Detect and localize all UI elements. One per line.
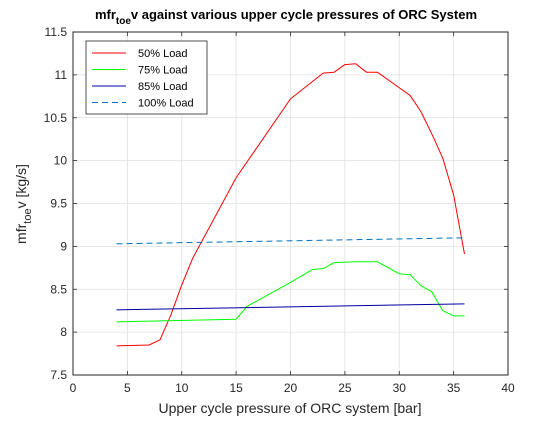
legend: 50% Load 75% Load 85% Load 100% Load bbox=[85, 40, 208, 115]
x-tick-label-2: 10 bbox=[175, 381, 189, 395]
y-axis-label-main: mfr bbox=[13, 223, 29, 244]
axis-ticks: 0 5 10 15 20 25 30 35 40 7.5 8 8.5 9 9.5 10 10.5 11 11.5 bbox=[44, 25, 515, 395]
legend-label-3: 100% Load bbox=[138, 98, 194, 110]
y-axis-label: mfrtoev [kg/s] bbox=[13, 164, 34, 244]
y-tick-label-6: 10.5 bbox=[44, 111, 68, 125]
y-tick-label-5: 10 bbox=[54, 154, 68, 168]
y-axis-label-rest: v [kg/s] bbox=[13, 164, 29, 208]
series-line-2 bbox=[116, 303, 465, 311]
y-tick-label-1: 8 bbox=[60, 325, 67, 339]
x-tick-label-0: 0 bbox=[70, 381, 77, 395]
y-tick-label-0: 7.5 bbox=[50, 368, 67, 382]
legend-label-0: 50% Load bbox=[138, 48, 188, 60]
series-line-0 bbox=[116, 63, 465, 347]
series-lines bbox=[116, 63, 465, 347]
x-tick-label-3: 15 bbox=[229, 381, 243, 395]
y-tick-label-7: 11 bbox=[55, 68, 68, 82]
y-tick-label-3: 9 bbox=[60, 239, 67, 253]
x-tick-label-7: 35 bbox=[447, 381, 461, 395]
legend-label-2: 85% Load bbox=[138, 81, 188, 93]
y-tick-label-2: 8.5 bbox=[50, 282, 67, 296]
y-tick-label-8: 11.5 bbox=[45, 25, 68, 39]
x-tick-label-1: 5 bbox=[124, 381, 131, 395]
x-axis-label: Upper cycle pressure of ORC system [bar] bbox=[159, 400, 422, 416]
y-axis-label-subscript: toe bbox=[22, 208, 34, 223]
series-line-3 bbox=[116, 237, 465, 245]
grid-lines bbox=[73, 32, 508, 375]
x-tick-label-8: 40 bbox=[501, 381, 515, 395]
chart-title: mfrtoev against various upper cycle pres… bbox=[95, 7, 477, 27]
chart-title-subscript: toe bbox=[116, 16, 131, 27]
series-line-1 bbox=[116, 261, 465, 323]
x-tick-label-4: 20 bbox=[284, 381, 298, 395]
chart-title-rest: v against various upper cycle pressures … bbox=[131, 7, 477, 22]
x-tick-label-6: 30 bbox=[393, 381, 407, 395]
chart-title-main: mfr bbox=[95, 7, 116, 22]
legend-label-1: 75% Load bbox=[138, 65, 188, 77]
y-tick-label-4: 9.5 bbox=[50, 197, 67, 211]
x-tick-label-5: 25 bbox=[338, 381, 352, 395]
